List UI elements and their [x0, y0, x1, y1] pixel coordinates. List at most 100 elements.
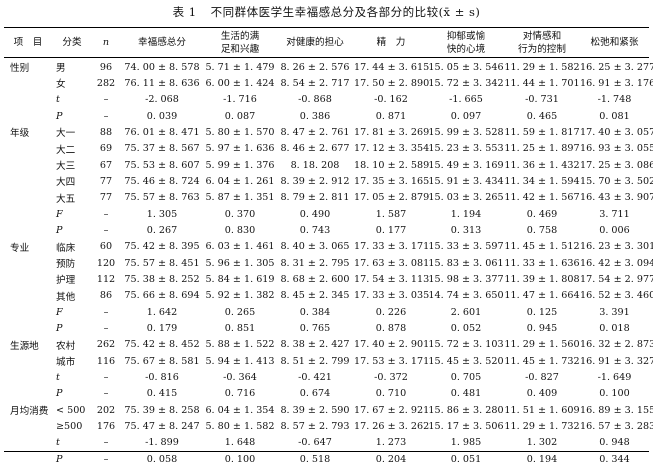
- cell-energy: 0. 226: [375, 306, 407, 318]
- cell-category: 护理: [56, 275, 76, 287]
- cell-mood: 15. 17 ± 3. 506: [428, 420, 504, 432]
- header-mood: 抑郁或愉 快的心境: [428, 28, 504, 57]
- table-row: 年级 大一 88 76. 01 ± 8. 471 5. 80 ± 1. 570 8. 47…: [4, 124, 653, 140]
- cell-total-score: 1. 305: [146, 208, 178, 220]
- table-row: 大二 69 75. 37 ± 8. 567 5. 97 ± 1. 636 8. 46 ±…: [4, 141, 653, 157]
- cell-emotion-control: 0. 945: [526, 322, 558, 334]
- header-relaxation: 松弛和紧张: [580, 28, 649, 57]
- cell-total-score: 76. 01 ± 8. 471: [124, 126, 200, 138]
- table-row: 护理 112 75. 38 ± 8. 252 5. 84 ± 1. 619 8. 68 …: [4, 271, 653, 287]
- cell-mood: 15. 72 ± 3. 342: [428, 77, 504, 89]
- cell-energy: 17. 33 ± 3. 035: [354, 290, 430, 302]
- cell-n: 88: [99, 126, 113, 138]
- cell-total-score: 75. 47 ± 8. 247: [124, 420, 200, 432]
- cell-relaxation: 16. 91 ± 3. 176: [580, 77, 653, 89]
- cell-health-concern: 8. 51 ± 2. 799: [280, 355, 350, 367]
- cell-life-satisfaction: 5. 84 ± 1. 619: [205, 273, 275, 285]
- cell-total-score: -1. 899: [145, 437, 179, 449]
- cell-life-satisfaction: 5. 87 ± 1. 351: [205, 192, 275, 204]
- cell-category: 男: [56, 63, 66, 75]
- cell-mood: 15. 49 ± 3. 169: [428, 159, 504, 171]
- header-line: 行为的控制: [518, 43, 566, 55]
- cell-relaxation: 0. 006: [599, 224, 630, 236]
- cell-life-satisfaction: 5. 99 ± 1. 376: [205, 159, 275, 171]
- cell-health-concern: -0. 868: [298, 94, 332, 106]
- cell-emotion-control: 11. 25 ± 1. 897: [504, 143, 580, 155]
- cell-category: 大一: [56, 128, 76, 140]
- cell-group: [4, 190, 52, 206]
- cell-group: [4, 369, 52, 385]
- cell-health-concern: 8. 18. 208: [290, 159, 340, 171]
- cell-n: 262: [96, 339, 116, 351]
- cell-group: 生源地: [10, 340, 39, 352]
- table-row: 其他 86 75. 66 ± 8. 694 5. 92 ± 1. 382 8. 45 ±…: [4, 288, 653, 304]
- cell-relaxation: -1. 748: [597, 94, 632, 106]
- cell-emotion-control: 11. 45 ± 1. 512: [504, 241, 580, 253]
- cell-health-concern: 8. 79 ± 2. 811: [280, 192, 350, 204]
- header-row: 项 目分类 n 幸福感总分 生活的满 足和兴趣 对健康的担心精 力抑郁或愉 快的心境 对情感和…: [4, 28, 649, 57]
- table-row: P – 0. 267 0. 830 0. 743 0. 177 0. 313 0. 758 0.…: [4, 222, 649, 238]
- cell-category: 预防: [56, 259, 76, 271]
- cell-relaxation: 17. 40 ± 3. 057: [580, 126, 653, 138]
- cell-health-concern: 8. 47 ± 2. 761: [280, 126, 350, 138]
- table-row: t – -2. 068 -1. 716 -0. 868 -0. 162 -1. 665 -0.…: [4, 92, 649, 108]
- header-line: n: [102, 37, 110, 48]
- cell-mood: 15. 72 ± 3. 103: [428, 339, 504, 351]
- cell-n: 96: [99, 61, 113, 73]
- cell-emotion-control: 0. 758: [526, 224, 558, 236]
- cell-health-concern: 0. 518: [299, 453, 331, 465]
- cell-emotion-control: 11. 51 ± 1. 609: [504, 404, 580, 416]
- cell-mood: 15. 99 ± 3. 528: [428, 126, 504, 138]
- cell-mood: 15. 45 ± 3. 520: [428, 355, 504, 367]
- cell-emotion-control: 11. 29 ± 1. 732: [504, 420, 580, 432]
- cell-life-satisfaction: 5. 80 ± 1. 582: [205, 420, 275, 432]
- header-life-satisfaction: 生活的满 足和兴趣: [204, 28, 276, 57]
- cell-health-concern: 8. 39 ± 2. 590: [280, 404, 350, 416]
- cell-category: t: [56, 371, 60, 383]
- table-title: 不同群体医学生幸福感总分及各部分的比较(x̄ ± s): [210, 5, 481, 19]
- cell-total-score: 0. 267: [146, 224, 178, 236]
- cell-health-concern: 8. 31 ± 2. 795: [280, 257, 350, 269]
- cell-total-score: 75. 57 ± 8. 763: [124, 192, 200, 204]
- cell-health-concern: 8. 46 ± 2. 677: [280, 143, 350, 155]
- cell-n: 282: [96, 77, 116, 89]
- cell-total-score: 0. 058: [146, 453, 178, 465]
- cell-group: 月均消费: [10, 406, 49, 418]
- cell-health-concern: 8. 68 ± 2. 600: [280, 273, 350, 285]
- cell-energy: -0. 162: [374, 94, 408, 106]
- header-rule: [4, 57, 649, 58]
- cell-relaxation: 16. 89 ± 3. 155: [580, 404, 653, 416]
- header-line: 足和兴趣: [220, 43, 260, 55]
- cell-mood: 15. 05 ± 3. 546: [428, 61, 504, 73]
- cell-category: < 500: [56, 404, 86, 416]
- cell-life-satisfaction: 0. 370: [224, 208, 256, 220]
- cell-group: [4, 435, 52, 451]
- cell-n: 60: [99, 241, 113, 253]
- cell-emotion-control: 11. 39 ± 1. 808: [504, 273, 580, 285]
- cell-energy: 17. 81 ± 3. 269: [354, 126, 430, 138]
- cell-emotion-control: 11. 42 ± 1. 567: [504, 192, 580, 204]
- cell-life-satisfaction: 0. 716: [224, 388, 256, 400]
- header-item: 项 目: [4, 28, 52, 57]
- cell-group: [4, 157, 52, 173]
- cell-mood: 0. 313: [450, 224, 482, 236]
- cell-energy: 17. 33 ± 3. 171: [354, 241, 430, 253]
- header-line: 分类: [62, 37, 82, 48]
- cell-category: P: [56, 224, 63, 236]
- cell-total-score: 75. 42 ± 8. 395: [124, 241, 200, 253]
- cell-mood: 15. 03 ± 3. 265: [428, 192, 504, 204]
- header-line: 松弛和紧张: [590, 37, 639, 48]
- cell-n: 77: [99, 175, 113, 187]
- cell-energy: 17. 54 ± 3. 113: [354, 273, 430, 285]
- cell-emotion-control: 11. 29 ± 1. 582: [504, 61, 580, 73]
- cell-group: [4, 288, 52, 304]
- cell-category: 大五: [56, 193, 76, 205]
- cell-total-score: 75. 37 ± 8. 567: [124, 143, 200, 155]
- cell-life-satisfaction: 5. 71 ± 1. 479: [205, 61, 275, 73]
- cell-life-satisfaction: 5. 94 ± 1. 413: [205, 355, 275, 367]
- cell-total-score: 74. 00 ± 8. 578: [124, 61, 200, 73]
- table-row: 大五 77 75. 57 ± 8. 763 5. 87 ± 1. 351 8. 79 ±…: [4, 190, 653, 206]
- cell-emotion-control: -0. 731: [525, 94, 559, 106]
- cell-emotion-control: 0. 125: [526, 306, 558, 318]
- header-line: 项 目: [13, 37, 43, 48]
